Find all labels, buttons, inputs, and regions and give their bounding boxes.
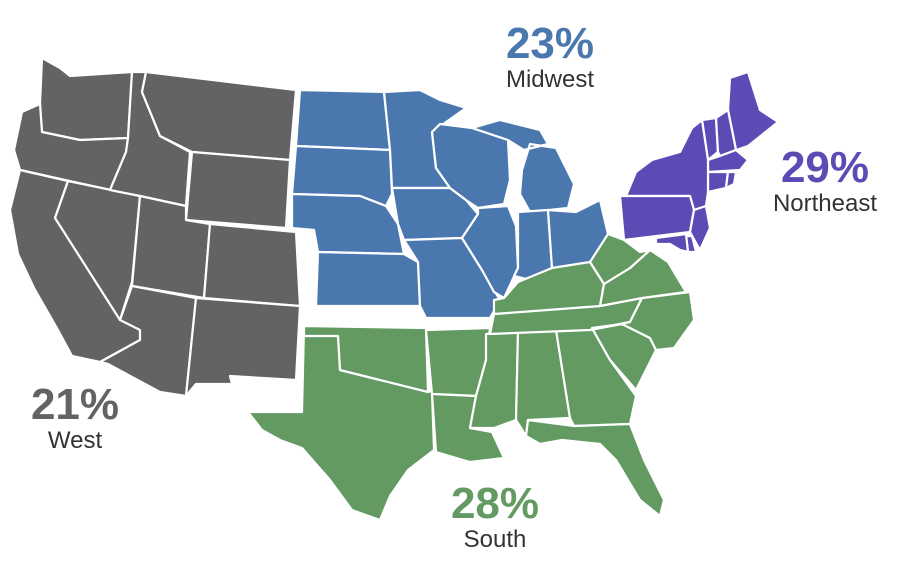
state-illinois bbox=[460, 204, 520, 300]
state-washington bbox=[38, 56, 134, 142]
northeast-percent: 29% bbox=[780, 143, 870, 192]
state-new-mexico bbox=[184, 296, 302, 398]
state-north-dakota bbox=[294, 88, 392, 152]
state-kansas bbox=[314, 250, 422, 308]
northeast-name: Northeast bbox=[772, 190, 878, 217]
region-south bbox=[246, 232, 696, 522]
label-west: 21% West bbox=[10, 383, 140, 455]
state-maryland bbox=[654, 232, 690, 254]
state-wyoming bbox=[184, 150, 292, 230]
state-new-jersey bbox=[688, 204, 712, 252]
west-name: West bbox=[47, 427, 103, 454]
region-northeast bbox=[618, 70, 780, 254]
state-colorado bbox=[202, 222, 302, 308]
state-florida bbox=[524, 418, 666, 518]
state-maine bbox=[726, 70, 780, 152]
region-west bbox=[8, 56, 302, 398]
midwest-percent: 23% bbox=[505, 19, 595, 68]
state-connecticut bbox=[706, 170, 730, 194]
label-south: 28% South bbox=[430, 482, 560, 554]
label-midwest: 23% Midwest bbox=[490, 22, 610, 94]
label-northeast: 29% Northeast bbox=[760, 146, 890, 218]
state-west-virginia bbox=[588, 232, 652, 286]
south-percent: 28% bbox=[450, 479, 540, 528]
west-percent: 21% bbox=[30, 380, 120, 429]
midwest-name: Midwest bbox=[505, 66, 595, 93]
region-midwest bbox=[290, 88, 610, 320]
south-name: South bbox=[463, 526, 527, 553]
state-rhode-island bbox=[724, 170, 738, 190]
